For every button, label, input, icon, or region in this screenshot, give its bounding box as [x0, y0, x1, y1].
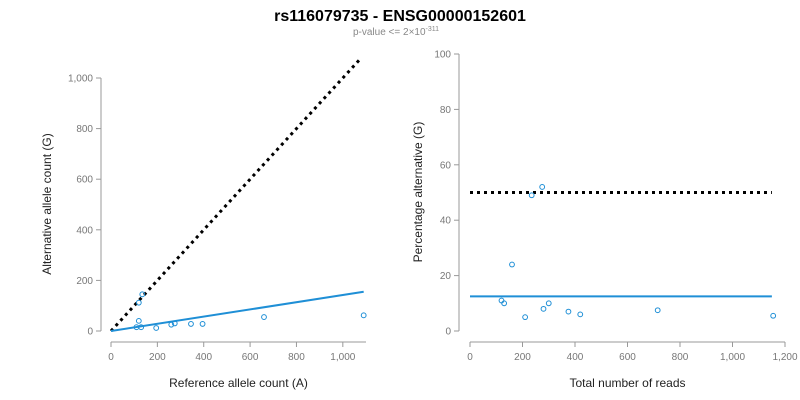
right-y-axis-label: Percentage alternative (G)	[411, 122, 425, 263]
right-data-point	[577, 311, 584, 318]
right-x-tick-label: 1,000	[720, 352, 745, 363]
subtitle-base: 10	[414, 27, 426, 38]
left-x-tick-label: 800	[288, 352, 305, 363]
left-fit-line	[110, 290, 364, 332]
chart-subtitle: p-value <= 2×10-311	[353, 26, 439, 38]
right-x-tick-label: 800	[672, 352, 689, 363]
left-y-tick-label: 0	[87, 327, 93, 338]
right-y-tick-label: 40	[440, 216, 452, 227]
right-data-point	[539, 184, 546, 190]
subtitle-prefix: p-value <= 2	[353, 27, 409, 38]
right-x-tick-label: 400	[567, 352, 584, 363]
left-x-tick-label: 400	[195, 352, 212, 363]
left-data-point	[135, 317, 142, 324]
left-data-point	[139, 291, 146, 298]
right-x-tick-label: 0	[467, 352, 473, 363]
left-data-point	[261, 314, 267, 320]
left-x-tick-label: 600	[242, 352, 259, 363]
left-y-tick-label: 200	[76, 276, 93, 287]
right-data-point	[540, 305, 547, 312]
subtitle-exponent: -311	[426, 26, 440, 33]
left-y-tick-label: 600	[76, 175, 93, 186]
left-y-tick-label: 800	[76, 124, 93, 135]
right-y-tick-label: 0	[445, 327, 451, 338]
right-data-point	[522, 314, 529, 321]
left-x-tick-label: 200	[149, 352, 166, 363]
right-x-tick-label: 200	[514, 352, 531, 363]
left-data-point	[138, 324, 145, 331]
left-y-tick-label: 1,000	[68, 74, 93, 85]
left-data-point	[188, 321, 194, 327]
left-data-point	[135, 299, 142, 306]
right-data-point	[528, 192, 535, 199]
right-x-axis-label: Total number of reads	[569, 376, 685, 390]
left-scatter-panel: 0 200 400 600 800 1,000 0 200 400 600 800 1,000 Refe…	[40, 56, 367, 390]
left-y-tick-label: 400	[76, 225, 93, 236]
right-y-tick-label: 80	[440, 105, 452, 116]
left-x-tick-label: 0	[108, 352, 114, 363]
chart-title: rs116079735 - ENSG00000152601	[274, 8, 526, 25]
subtitle-times: ×	[409, 27, 415, 38]
right-y-tick-label: 20	[440, 271, 452, 282]
right-data-point	[654, 307, 661, 314]
left-data-point	[168, 321, 175, 328]
left-x-axis-label: Reference allele count (A)	[169, 376, 308, 390]
right-y-tick-label: 100	[434, 50, 451, 61]
right-x-tick-label: 600	[619, 352, 636, 363]
left-x-tick-label: 1,000	[330, 352, 355, 363]
right-data-point	[770, 312, 777, 319]
right-scatter-panel: 0 200 400 600 800 1,000 1,200 0 20 40 60 80 100 Total…	[411, 50, 798, 391]
right-data-point	[501, 300, 508, 307]
right-data-point	[509, 261, 515, 268]
right-x-tick-label: 1,200	[772, 352, 797, 363]
left-y-axis-label: Alternative allele count (G)	[40, 133, 54, 274]
right-data-point	[565, 308, 572, 315]
left-data-point	[171, 320, 178, 327]
left-data-point	[360, 312, 367, 319]
left-data-point	[199, 321, 206, 327]
left-data-point	[153, 325, 160, 331]
right-y-tick-label: 60	[440, 160, 452, 171]
right-data-point	[545, 300, 552, 307]
left-reference-dotted-line	[109, 56, 363, 333]
